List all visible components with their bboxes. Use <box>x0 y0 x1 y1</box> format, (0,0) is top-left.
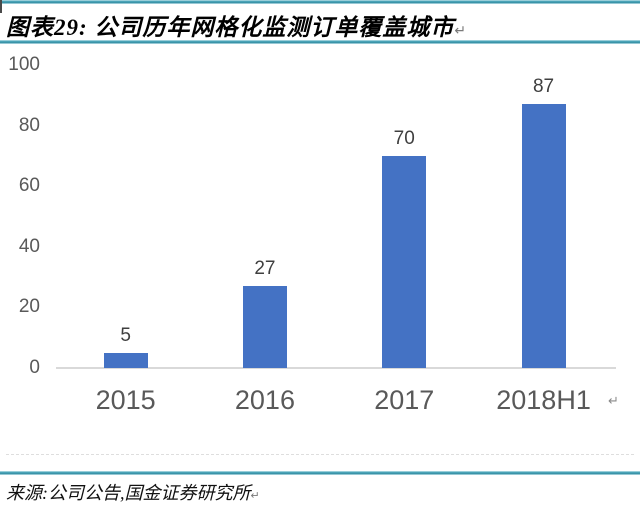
y-axis-tick-label: 60 <box>18 175 40 197</box>
x-axis-category-label: 2018H1 <box>496 385 591 415</box>
x-axis-category-label: 2017 <box>374 385 435 415</box>
figure-title: 图表29: 公司历年网格化监测订单覆盖城市↵ <box>6 8 634 42</box>
table-corner-stub <box>0 0 2 13</box>
bottom-border-rule <box>0 471 640 475</box>
source-note-text: 来源:公司公告,国金证券研究所 <box>6 483 251 503</box>
bar-2016 <box>242 286 287 368</box>
bar-2018H1 <box>521 104 566 368</box>
bar-value-label: 87 <box>532 76 555 98</box>
bar-chart: ↵ 0 20 40 60 80 100 5 2015 27 2016 70 2017 87 2018H1 <box>0 45 640 420</box>
bar-value-label: 27 <box>254 258 276 280</box>
x-axis-line <box>56 367 616 369</box>
paragraph-mark-icon: ↵ <box>250 490 260 502</box>
table-gridline <box>6 454 634 455</box>
top-border-rule <box>0 0 640 4</box>
y-axis-tick-label: 40 <box>18 235 40 257</box>
bar-value-label: 70 <box>393 127 415 149</box>
bar-value-label: 5 <box>120 324 131 346</box>
bar-2017 <box>382 155 427 368</box>
y-axis-tick-label: 0 <box>29 357 40 378</box>
x-axis-category-label: 2015 <box>95 385 156 415</box>
y-axis-tick-label: 100 <box>8 54 40 75</box>
paragraph-mark-icon: ↵ <box>454 22 467 38</box>
y-axis-tick-label: 80 <box>18 114 40 136</box>
source-note: 来源:公司公告,国金证券研究所↵ <box>6 479 634 505</box>
figure-title-text: 图表29: 公司历年网格化监测订单覆盖城市 <box>6 15 455 40</box>
title-underline-rule <box>0 40 640 44</box>
paragraph-mark-icon: ↵ <box>608 393 619 408</box>
bar-2015 <box>103 352 148 368</box>
x-axis-category-label: 2016 <box>234 385 295 415</box>
y-axis-tick-label: 20 <box>18 296 40 318</box>
